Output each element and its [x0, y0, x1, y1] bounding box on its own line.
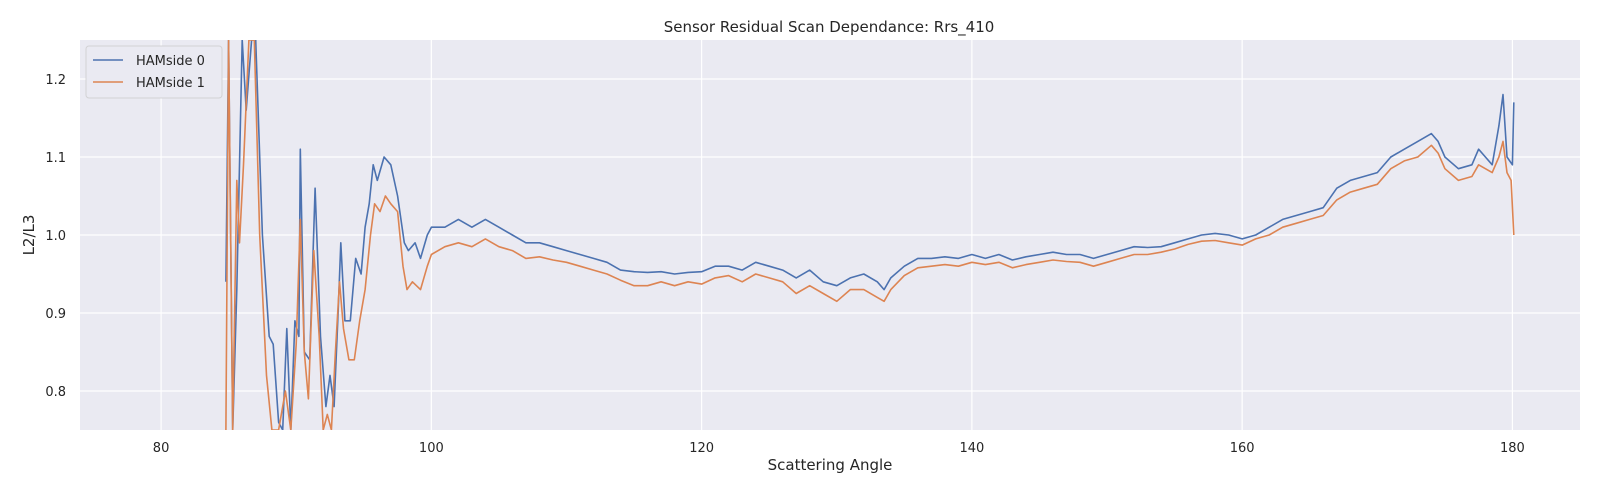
- y-tick-label: 1.2: [45, 73, 66, 88]
- x-tick-label: 100: [419, 441, 444, 456]
- y-tick-label: 0.8: [45, 385, 66, 400]
- x-tick-label: 140: [959, 441, 984, 456]
- series-line-1: [225, 40, 1515, 430]
- legend: HAMside 0 HAMside 1: [85, 45, 223, 99]
- y-tick-label: 1.0: [45, 229, 66, 244]
- chart-title: Sensor Residual Scan Dependance: Rrs_410: [664, 18, 995, 37]
- y-tick-label: 0.9: [45, 307, 66, 322]
- x-tick-label: 160: [1230, 441, 1255, 456]
- series-line-0: [225, 40, 1515, 430]
- x-tick-label: 120: [689, 441, 714, 456]
- y-axis-label: L2/L3: [20, 215, 38, 256]
- legend-label-0: HAMside 0: [136, 54, 205, 69]
- x-axis-label: Scattering Angle: [768, 456, 893, 474]
- series-layer: [225, 40, 1515, 430]
- legend-box: [85, 45, 223, 99]
- legend-label-1: HAMside 1: [136, 76, 205, 91]
- y-tick-label: 1.1: [45, 151, 66, 166]
- grid-lines: [80, 40, 1580, 430]
- x-tick-label: 80: [153, 441, 170, 456]
- tick-labels: 80 100 120 140 160 180 0.8 0.9 1.0 1.1 1.2: [45, 73, 1525, 456]
- x-tick-label: 180: [1500, 441, 1525, 456]
